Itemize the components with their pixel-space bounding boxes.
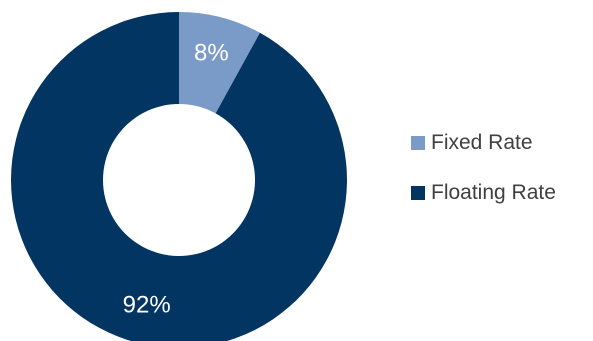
legend-label-floating-rate: Floating Rate bbox=[431, 181, 556, 205]
donut-chart: 8% 92% bbox=[0, 0, 400, 341]
data-label-fixed-rate: 8% bbox=[194, 39, 229, 66]
legend: Fixed Rate Floating Rate bbox=[411, 128, 556, 228]
legend-swatch-fixed-rate bbox=[411, 136, 425, 150]
legend-label-fixed-rate: Fixed Rate bbox=[431, 131, 533, 155]
data-label-floating-rate: 92% bbox=[123, 291, 171, 318]
legend-swatch-floating-rate bbox=[411, 186, 425, 200]
legend-item-fixed-rate: Fixed Rate bbox=[411, 128, 556, 158]
legend-item-floating-rate: Floating Rate bbox=[411, 178, 556, 208]
